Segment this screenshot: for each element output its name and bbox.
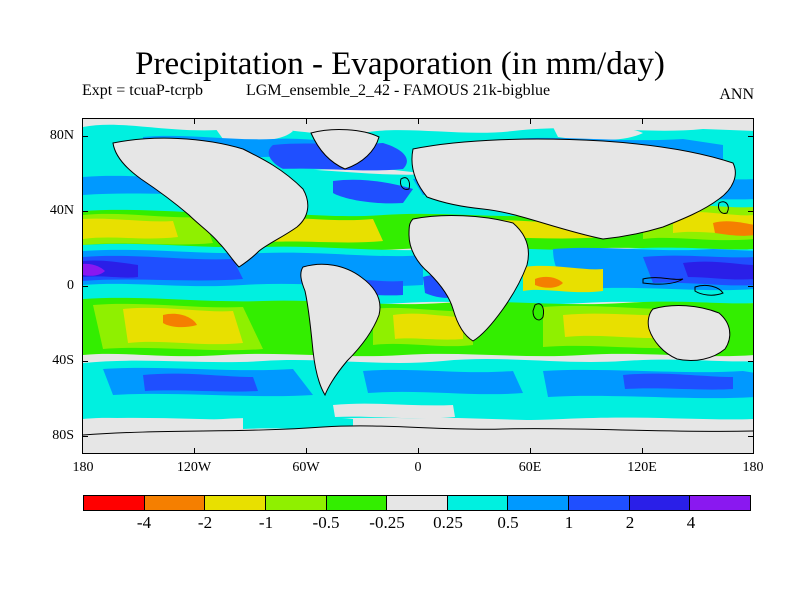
colorbar-label: -0.25 — [369, 513, 405, 532]
lon-label-180e: 180 — [742, 460, 764, 475]
southern-ocean-deep-1 — [143, 373, 258, 392]
colorbar-box-11 — [690, 496, 751, 510]
tick-120e — [642, 448, 643, 454]
tick-60w — [306, 448, 307, 454]
coast-africa — [408, 215, 529, 342]
antarctic-coast-cyan — [243, 413, 353, 430]
tick-60e-top — [530, 118, 531, 124]
colorbar — [83, 495, 751, 511]
map-svg — [83, 119, 753, 453]
lat-label-40n: 40N — [49, 203, 74, 218]
africa — [409, 215, 529, 341]
coast-madagascar — [532, 303, 544, 321]
lon-label-180w: 180 — [72, 460, 94, 475]
lon-label-120w: 120W — [176, 460, 212, 475]
coast-antarctica — [83, 425, 753, 436]
tick-80n-right — [748, 136, 754, 137]
south-pacific-orange — [163, 313, 197, 328]
colorbar-box-8 — [508, 496, 570, 510]
antarctica — [83, 425, 753, 453]
coast-eurasia — [411, 138, 736, 240]
tick-120w-top — [194, 118, 195, 124]
colorbar-label: 0.25 — [433, 513, 463, 532]
tick-80s-right — [748, 436, 754, 437]
lon-label-0: 0 — [414, 460, 422, 475]
colorbar-box-6 — [387, 496, 448, 510]
colorbar-label: -1 — [258, 513, 274, 532]
tick-120e-top — [642, 118, 643, 124]
pme-map — [82, 118, 754, 454]
colorbar-box-10 — [629, 496, 691, 510]
tick-40s-right — [748, 361, 754, 362]
north-pacific-yellow — [83, 218, 178, 239]
southern-ocean-deep-2 — [623, 373, 733, 390]
indian-ocean-orange — [535, 276, 563, 288]
coast-new-guinea — [694, 284, 724, 296]
arctic-grey-patch-2 — [553, 124, 643, 141]
lat-label-40s: 40S — [52, 353, 74, 368]
colorbar-box-5 — [326, 496, 388, 510]
north-atlantic-deep — [333, 179, 413, 204]
colorbar-box-3 — [205, 496, 266, 510]
lat-label-0: 0 — [67, 278, 74, 293]
coast-north-america — [112, 137, 309, 268]
tick-0-right — [748, 286, 754, 287]
lon-label-60e: 60E — [518, 460, 542, 475]
colorbar-label: -2 — [197, 513, 213, 532]
coast-australia — [647, 305, 731, 362]
itcz-purple — [83, 263, 105, 276]
colorbar-box-1 — [84, 496, 145, 510]
maritime-continent-indigo — [683, 261, 753, 280]
tick-0 — [82, 286, 88, 287]
lat-label-80s: 80S — [52, 428, 74, 443]
lon-label-60w: 60W — [292, 460, 320, 475]
tick-120w — [194, 448, 195, 454]
colorbar-label: 1 — [564, 513, 574, 532]
south-atlantic-yellow — [393, 313, 463, 340]
colorbar-box-2 — [144, 496, 206, 510]
coast-south-america — [300, 263, 381, 397]
coast-indonesia — [642, 277, 684, 285]
tick-40s — [82, 361, 88, 362]
greenland — [311, 129, 379, 169]
coast-uk — [400, 177, 410, 190]
arctic-grey-patch-1 — [213, 122, 293, 141]
eurasia — [411, 139, 736, 239]
coastlines — [83, 129, 753, 436]
tick-0lon-top — [418, 118, 419, 124]
tick-40n — [82, 211, 88, 212]
australia — [648, 305, 730, 361]
tick-60w-top — [306, 118, 307, 124]
tick-0lon — [418, 448, 419, 454]
colorbar-box-9 — [569, 496, 630, 510]
tick-80n — [82, 136, 88, 137]
coast-greenland — [310, 129, 380, 170]
north-america — [113, 138, 308, 267]
lon-label-120e: 120E — [627, 460, 657, 475]
tick-60e — [530, 448, 531, 454]
colorbar-label: 2 — [625, 513, 635, 532]
colorbar-label: 0.5 — [497, 513, 519, 532]
colorbar-label: -4 — [136, 513, 152, 532]
southern-ocean-blue-2 — [363, 369, 523, 395]
ensemble-label: LGM_ensemble_2_42 - FAMOUS 21k-bigblue — [246, 82, 551, 99]
south-america — [300, 264, 381, 395]
tick-80s — [82, 436, 88, 437]
west-pacific-orange — [713, 221, 753, 236]
southern-ocean-grey-gap — [333, 403, 455, 419]
plot-title: Precipitation - Evaporation (in mm/day) — [135, 46, 665, 82]
experiment-label: Expt = tcuaP-tcrpb — [82, 82, 203, 99]
colorbar-label: 4 — [686, 513, 696, 532]
tick-40n-right — [748, 211, 754, 212]
colorbar-label: -0.5 — [312, 513, 340, 532]
colorbar-box-4 — [265, 496, 327, 510]
coast-japan — [718, 201, 729, 214]
season-label: ANN — [719, 86, 754, 103]
colorbar-box-7 — [447, 496, 509, 510]
lat-label-80n: 80N — [49, 128, 74, 143]
